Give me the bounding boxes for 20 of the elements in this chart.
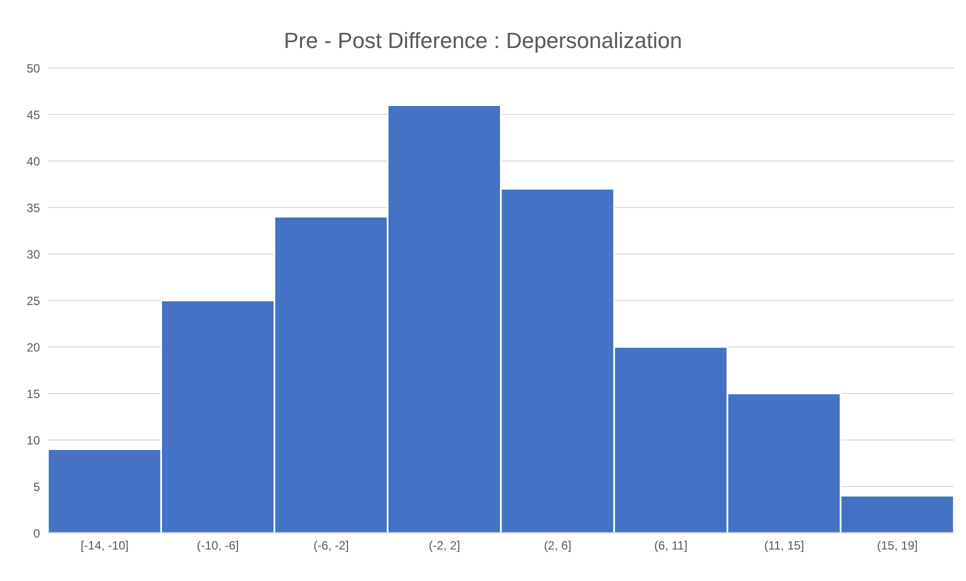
y-tick-label: 20 <box>26 340 40 354</box>
y-tick-label: 0 <box>33 526 40 540</box>
y-tick-label: 15 <box>26 386 40 401</box>
y-tick-label: 30 <box>26 247 40 262</box>
y-tick-label: 45 <box>26 108 40 122</box>
x-tick-label: [-14, -10] <box>80 538 129 553</box>
x-tick-label: (6, 11] <box>654 538 688 553</box>
x-tick-label: (15, 19] <box>877 538 918 553</box>
y-tick-label: 5 <box>33 480 40 494</box>
chart-title: Pre - Post Difference : Depersonalization <box>282 27 684 55</box>
y-tick-label: 10 <box>26 433 40 448</box>
y-tick-label: 25 <box>26 294 40 308</box>
x-tick-label: (11, 15] <box>764 538 804 553</box>
y-tick-label: 40 <box>26 154 40 168</box>
y-tick-label: 35 <box>26 200 40 215</box>
x-tick-label: (-2, 2] <box>428 538 460 553</box>
y-tick-label: 50 <box>26 61 40 76</box>
x-tick-label: (2, 6] <box>544 538 572 553</box>
x-tick-label: (-6, -2] <box>313 538 349 553</box>
x-tick-label: (-10, -6] <box>196 538 239 553</box>
